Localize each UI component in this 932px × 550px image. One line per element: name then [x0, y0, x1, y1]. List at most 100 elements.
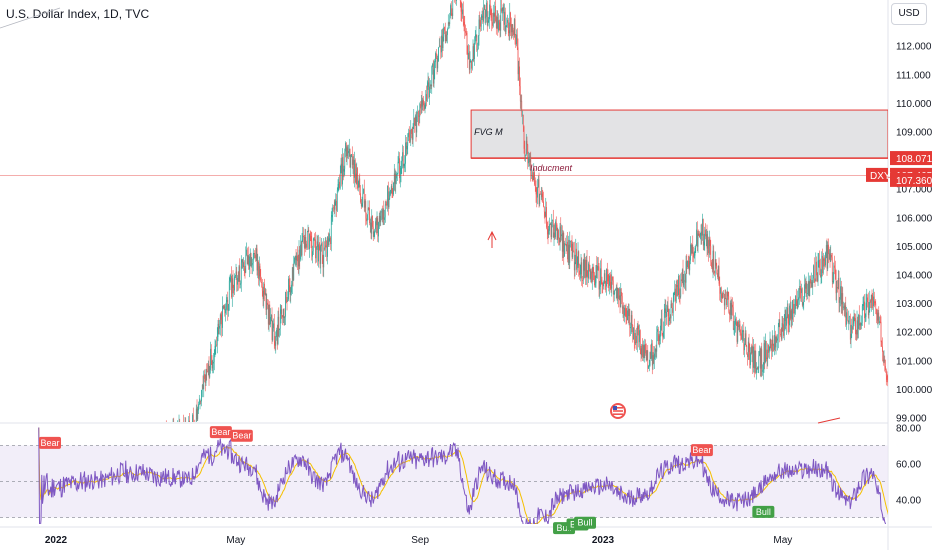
candle-body — [693, 255, 695, 258]
candle-body — [459, 0, 461, 2]
candle-body — [280, 309, 282, 314]
candle-body — [687, 260, 689, 262]
candle-body — [463, 21, 465, 25]
candle-body — [255, 254, 256, 259]
candle-body — [385, 204, 387, 206]
candle-body — [240, 262, 242, 284]
candle-body — [421, 100, 423, 107]
candle-body — [189, 420, 190, 422]
candle-body — [271, 315, 273, 340]
candle-body — [226, 299, 228, 302]
signal-label: Bear — [232, 431, 251, 441]
candle-body — [584, 259, 586, 271]
candle-body — [479, 19, 481, 21]
candle-body — [768, 350, 770, 353]
candle-body — [318, 244, 320, 247]
candle-body — [420, 104, 421, 109]
candle-body — [447, 22, 449, 30]
candle-body — [765, 341, 766, 363]
candle-body — [796, 300, 798, 309]
candle-body — [698, 233, 700, 235]
candle-body — [340, 163, 342, 174]
candle-body — [658, 335, 660, 341]
candle-body — [571, 243, 573, 258]
candle-body — [498, 20, 500, 23]
candle-body — [782, 323, 784, 325]
candle-body — [472, 46, 474, 61]
candle-body — [877, 312, 879, 321]
rsi-line — [38, 427, 887, 524]
candle-body — [152, 438, 153, 445]
candle-body — [659, 336, 661, 341]
candle-body — [396, 173, 398, 175]
candle-body — [643, 345, 645, 358]
candle-body — [667, 305, 669, 317]
candle-body — [477, 49, 478, 51]
candle-body — [869, 300, 871, 311]
candle-body — [575, 248, 577, 263]
candle-body — [186, 425, 187, 427]
candle-body — [553, 232, 555, 238]
candle-body — [231, 278, 233, 298]
candle-body — [926, 322, 927, 327]
currency-button[interactable]: USD — [891, 3, 927, 25]
candle-body — [567, 241, 568, 260]
candle-body — [225, 301, 227, 309]
candle-body — [506, 22, 508, 26]
candle-body — [693, 252, 694, 258]
candle-body — [678, 275, 680, 297]
candle-body — [604, 273, 606, 284]
candle-body — [301, 239, 303, 256]
candle-body — [261, 282, 263, 291]
candle-body — [376, 218, 378, 226]
candle-body — [814, 280, 816, 282]
candle-body — [351, 154, 352, 158]
candle-body — [715, 259, 717, 266]
candle-body — [652, 355, 654, 366]
candle-body — [829, 253, 831, 262]
candle-body — [429, 86, 430, 98]
signal-label: Bear — [40, 438, 59, 448]
candle-body — [588, 263, 590, 271]
candle-body — [336, 190, 338, 211]
candle-body — [522, 114, 523, 116]
candle-body — [258, 266, 260, 279]
price-tag-box — [890, 151, 932, 166]
candle-body — [677, 286, 679, 295]
candle-body — [345, 142, 347, 157]
candle-body — [647, 350, 649, 369]
candle-body — [720, 287, 721, 294]
candle-body — [747, 341, 749, 358]
candle-body — [505, 25, 507, 32]
candle-body — [874, 301, 876, 304]
candle-body — [760, 348, 762, 369]
candle-body — [417, 112, 418, 114]
candle-body — [432, 64, 434, 84]
candle-body — [493, 13, 495, 17]
candle-body — [228, 280, 230, 304]
candle-body — [850, 333, 852, 340]
drawing-levels: X1Inducment — [0, 7, 932, 424]
bull-signal — [752, 505, 775, 518]
candle-body — [781, 323, 783, 339]
candle-body — [231, 276, 232, 298]
candle-body — [264, 293, 266, 295]
candle-body — [306, 243, 307, 248]
candle-body — [582, 259, 584, 281]
candle-body — [297, 255, 298, 262]
candle-body — [751, 346, 753, 354]
candle-body — [774, 335, 776, 348]
candle-body — [819, 259, 820, 268]
rsi-tick-label: 40.00 — [896, 496, 921, 507]
candle-body — [270, 317, 271, 325]
candle-body — [586, 259, 588, 277]
candle-body — [393, 173, 395, 183]
candle-body — [804, 284, 806, 289]
candle-body — [745, 333, 747, 346]
candle-body — [380, 211, 382, 223]
candle-body — [335, 200, 337, 202]
candle-body — [228, 303, 229, 311]
candle-body — [345, 142, 346, 152]
candle-body — [671, 303, 673, 308]
